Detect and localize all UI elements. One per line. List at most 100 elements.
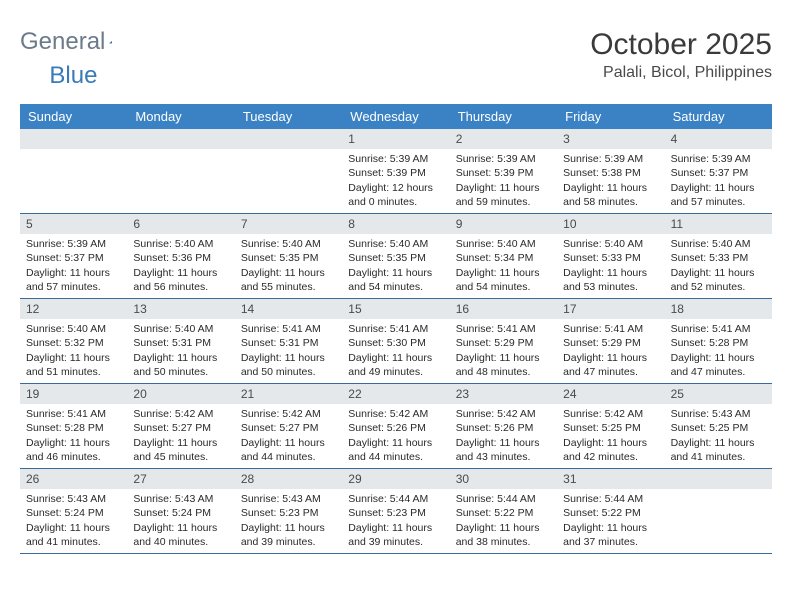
daylight-text: and 47 minutes. <box>563 365 658 379</box>
sunrise-text: Sunrise: 5:39 AM <box>456 152 551 166</box>
calendar-cell <box>20 129 127 213</box>
weeks-container: 1Sunrise: 5:39 AMSunset: 5:39 PMDaylight… <box>20 129 772 554</box>
sunset-text: Sunset: 5:25 PM <box>563 421 658 435</box>
daylight-text: Daylight: 11 hours <box>348 436 443 450</box>
daylight-text: Daylight: 11 hours <box>563 521 658 535</box>
daylight-text: Daylight: 11 hours <box>26 266 121 280</box>
day-details: Sunrise: 5:42 AMSunset: 5:26 PMDaylight:… <box>450 404 557 468</box>
logo-word2: Blue <box>49 62 97 90</box>
day-headers: Sunday Monday Tuesday Wednesday Thursday… <box>20 104 772 129</box>
daylight-text: and 56 minutes. <box>133 280 228 294</box>
day-number: 20 <box>127 384 234 404</box>
calendar-cell: 22Sunrise: 5:42 AMSunset: 5:26 PMDayligh… <box>342 384 449 468</box>
sunset-text: Sunset: 5:29 PM <box>456 336 551 350</box>
day-number: 12 <box>20 299 127 319</box>
daylight-text: Daylight: 11 hours <box>671 181 766 195</box>
sunset-text: Sunset: 5:33 PM <box>563 251 658 265</box>
day-number: 9 <box>450 214 557 234</box>
sunrise-text: Sunrise: 5:42 AM <box>348 407 443 421</box>
calendar-cell: 4Sunrise: 5:39 AMSunset: 5:37 PMDaylight… <box>665 129 772 213</box>
calendar-cell: 10Sunrise: 5:40 AMSunset: 5:33 PMDayligh… <box>557 214 664 298</box>
calendar-cell: 15Sunrise: 5:41 AMSunset: 5:30 PMDayligh… <box>342 299 449 383</box>
day-number <box>127 129 234 149</box>
sunrise-text: Sunrise: 5:40 AM <box>133 322 228 336</box>
day-header-sat: Saturday <box>665 104 772 129</box>
calendar-cell: 18Sunrise: 5:41 AMSunset: 5:28 PMDayligh… <box>665 299 772 383</box>
day-details: Sunrise: 5:39 AMSunset: 5:39 PMDaylight:… <box>342 149 449 213</box>
daylight-text: and 40 minutes. <box>133 535 228 549</box>
daylight-text: Daylight: 11 hours <box>563 436 658 450</box>
daylight-text: Daylight: 11 hours <box>133 266 228 280</box>
day-number <box>20 129 127 149</box>
sunset-text: Sunset: 5:37 PM <box>671 166 766 180</box>
sunrise-text: Sunrise: 5:40 AM <box>671 237 766 251</box>
sunset-text: Sunset: 5:23 PM <box>348 506 443 520</box>
sunset-text: Sunset: 5:36 PM <box>133 251 228 265</box>
sunrise-text: Sunrise: 5:39 AM <box>563 152 658 166</box>
day-number: 11 <box>665 214 772 234</box>
sunset-text: Sunset: 5:27 PM <box>241 421 336 435</box>
day-header-sun: Sunday <box>20 104 127 129</box>
day-number <box>665 469 772 489</box>
day-number: 25 <box>665 384 772 404</box>
title-location: Palali, Bicol, Philippines <box>590 64 772 82</box>
calendar-cell: 25Sunrise: 5:43 AMSunset: 5:25 PMDayligh… <box>665 384 772 468</box>
sunrise-text: Sunrise: 5:40 AM <box>348 237 443 251</box>
daylight-text: and 49 minutes. <box>348 365 443 379</box>
calendar-cell <box>235 129 342 213</box>
sunset-text: Sunset: 5:39 PM <box>456 166 551 180</box>
daylight-text: Daylight: 11 hours <box>348 521 443 535</box>
daylight-text: Daylight: 11 hours <box>133 351 228 365</box>
daylight-text: Daylight: 11 hours <box>456 521 551 535</box>
day-details: Sunrise: 5:43 AMSunset: 5:24 PMDaylight:… <box>20 489 127 553</box>
sunrise-text: Sunrise: 5:40 AM <box>456 237 551 251</box>
daylight-text: Daylight: 11 hours <box>671 351 766 365</box>
day-header-fri: Friday <box>557 104 664 129</box>
week-row: 5Sunrise: 5:39 AMSunset: 5:37 PMDaylight… <box>20 214 772 299</box>
daylight-text: and 50 minutes. <box>133 365 228 379</box>
day-number: 30 <box>450 469 557 489</box>
calendar-cell: 29Sunrise: 5:44 AMSunset: 5:23 PMDayligh… <box>342 469 449 553</box>
sunset-text: Sunset: 5:30 PM <box>348 336 443 350</box>
calendar-cell: 26Sunrise: 5:43 AMSunset: 5:24 PMDayligh… <box>20 469 127 553</box>
calendar-cell: 7Sunrise: 5:40 AMSunset: 5:35 PMDaylight… <box>235 214 342 298</box>
day-details: Sunrise: 5:40 AMSunset: 5:32 PMDaylight:… <box>20 319 127 383</box>
daylight-text: Daylight: 11 hours <box>26 521 121 535</box>
daylight-text: Daylight: 11 hours <box>241 436 336 450</box>
day-number: 3 <box>557 129 664 149</box>
sunrise-text: Sunrise: 5:39 AM <box>26 237 121 251</box>
day-number: 2 <box>450 129 557 149</box>
daylight-text: and 39 minutes. <box>241 535 336 549</box>
day-details: Sunrise: 5:40 AMSunset: 5:31 PMDaylight:… <box>127 319 234 383</box>
day-details: Sunrise: 5:41 AMSunset: 5:30 PMDaylight:… <box>342 319 449 383</box>
day-details: Sunrise: 5:41 AMSunset: 5:29 PMDaylight:… <box>557 319 664 383</box>
daylight-text: and 48 minutes. <box>456 365 551 379</box>
week-row: 12Sunrise: 5:40 AMSunset: 5:32 PMDayligh… <box>20 299 772 384</box>
daylight-text: and 51 minutes. <box>26 365 121 379</box>
daylight-text: and 45 minutes. <box>133 450 228 464</box>
sunrise-text: Sunrise: 5:41 AM <box>241 322 336 336</box>
day-number: 13 <box>127 299 234 319</box>
daylight-text: and 50 minutes. <box>241 365 336 379</box>
week-row: 26Sunrise: 5:43 AMSunset: 5:24 PMDayligh… <box>20 469 772 554</box>
sunset-text: Sunset: 5:25 PM <box>671 421 766 435</box>
day-number: 10 <box>557 214 664 234</box>
calendar-cell <box>127 129 234 213</box>
sunset-text: Sunset: 5:39 PM <box>348 166 443 180</box>
day-number: 14 <box>235 299 342 319</box>
sunrise-text: Sunrise: 5:43 AM <box>241 492 336 506</box>
sunrise-text: Sunrise: 5:42 AM <box>563 407 658 421</box>
daylight-text: Daylight: 11 hours <box>26 436 121 450</box>
sunrise-text: Sunrise: 5:43 AM <box>26 492 121 506</box>
sunset-text: Sunset: 5:32 PM <box>26 336 121 350</box>
day-details: Sunrise: 5:40 AMSunset: 5:33 PMDaylight:… <box>665 234 772 298</box>
title-month: October 2025 <box>590 28 772 62</box>
daylight-text: and 37 minutes. <box>563 535 658 549</box>
daylight-text: and 59 minutes. <box>456 195 551 209</box>
sunrise-text: Sunrise: 5:40 AM <box>133 237 228 251</box>
calendar-cell: 28Sunrise: 5:43 AMSunset: 5:23 PMDayligh… <box>235 469 342 553</box>
day-details: Sunrise: 5:41 AMSunset: 5:31 PMDaylight:… <box>235 319 342 383</box>
daylight-text: and 42 minutes. <box>563 450 658 464</box>
daylight-text: Daylight: 11 hours <box>456 351 551 365</box>
daylight-text: and 57 minutes. <box>26 280 121 294</box>
